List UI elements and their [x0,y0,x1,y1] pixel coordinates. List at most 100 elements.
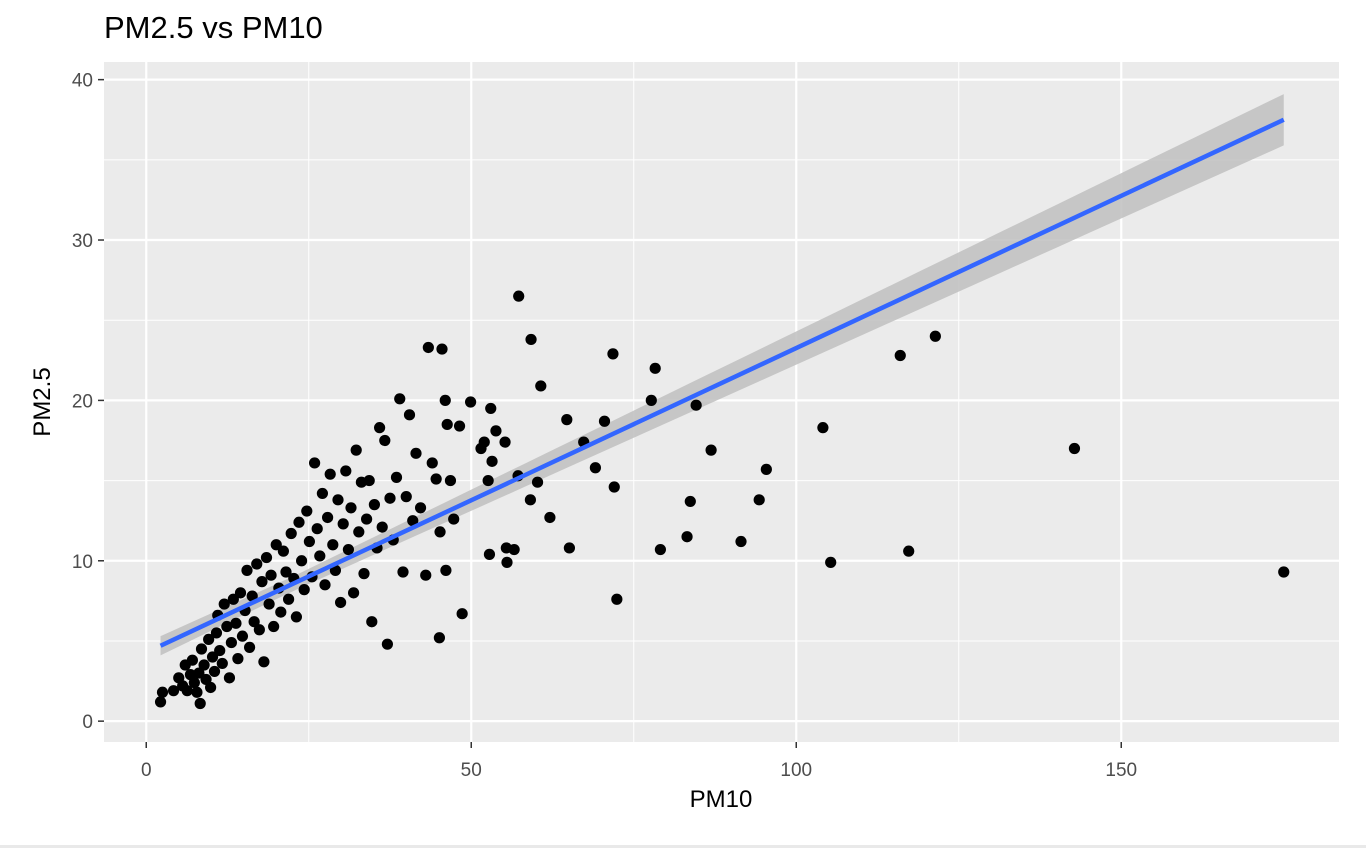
data-point [420,569,432,581]
data-point [524,494,537,506]
data-point [430,473,442,485]
data-point [296,555,308,567]
data-point [181,685,193,697]
data-point [825,556,837,568]
data-point [283,593,295,605]
data-point [230,617,242,629]
data-points [154,290,1290,710]
data-point [426,457,438,469]
data-point [563,542,576,554]
y-tick-label: 20 [72,391,93,412]
regression-line [159,117,1285,648]
data-point [654,543,667,556]
data-point [156,686,169,698]
x-tick-label: 100 [780,760,812,781]
data-point [227,593,239,605]
data-point [760,463,772,475]
data-point [263,598,275,610]
data-point [332,494,344,506]
data-point [1068,442,1081,455]
x-axis-label: PM10 [690,786,753,813]
data-point [208,665,221,678]
data-point [191,686,203,698]
data-point [894,349,906,362]
data-point [705,444,717,456]
data-point [465,396,477,408]
data-point [314,550,326,562]
data-point [327,539,339,551]
data-point [203,633,215,645]
data-point [319,579,331,591]
data-point [441,418,453,431]
major-gridlines [104,62,1339,742]
data-point [244,641,256,653]
data-point [649,362,661,374]
data-point [448,513,460,525]
data-point [439,394,451,406]
data-point [903,545,915,557]
data-point [303,535,315,548]
data-point [298,584,310,596]
data-point [394,393,406,405]
data-point [154,696,167,708]
data-point [301,505,313,517]
data-point [645,394,657,406]
data-point [501,556,513,568]
y-axis-ticks: 0 10 20 30 40 [72,71,104,733]
data-point [499,436,511,448]
data-point [188,677,200,689]
data-point [535,380,547,392]
data-point [186,654,198,666]
data-point [205,681,217,694]
data-point [410,447,422,459]
x-axis-ticks: 0 50 100 150 [141,742,1137,781]
data-point [322,511,334,524]
data-point [260,551,273,564]
data-point [433,632,445,644]
data-point [608,481,620,493]
data-point [681,531,693,543]
data-point [258,656,270,668]
data-point [290,611,302,623]
data-point [753,494,765,506]
data-point [232,653,244,665]
data-point [293,516,305,528]
data-point [690,399,702,411]
data-point [309,457,321,469]
data-point [684,495,696,508]
data-point [223,672,236,684]
data-point [403,409,416,421]
data-point [368,499,380,511]
data-point [221,620,233,633]
data-point [482,474,494,487]
x-tick-label: 0 [141,760,152,781]
data-point [218,598,230,610]
data-point [1278,566,1290,578]
data-point [361,513,373,525]
data-point [400,491,412,503]
y-tick-label: 40 [72,71,93,92]
minor-gridlines [104,62,1339,742]
data-point [214,644,226,657]
data-point [335,596,347,609]
data-point [285,527,297,540]
data-point [456,608,468,620]
data-point [485,402,497,415]
data-point [444,474,457,487]
data-point [350,444,362,456]
data-point [929,330,941,342]
trend-line [159,117,1285,648]
data-point [440,564,452,576]
data-point [414,502,427,514]
data-point [256,576,268,588]
data-point [324,468,336,480]
data-point [236,630,249,642]
data-point [453,420,466,432]
data-point [390,471,403,483]
data-point [277,545,289,557]
data-point [478,436,490,448]
footer-divider [0,845,1366,848]
data-point [376,521,388,533]
data-point [407,515,419,527]
